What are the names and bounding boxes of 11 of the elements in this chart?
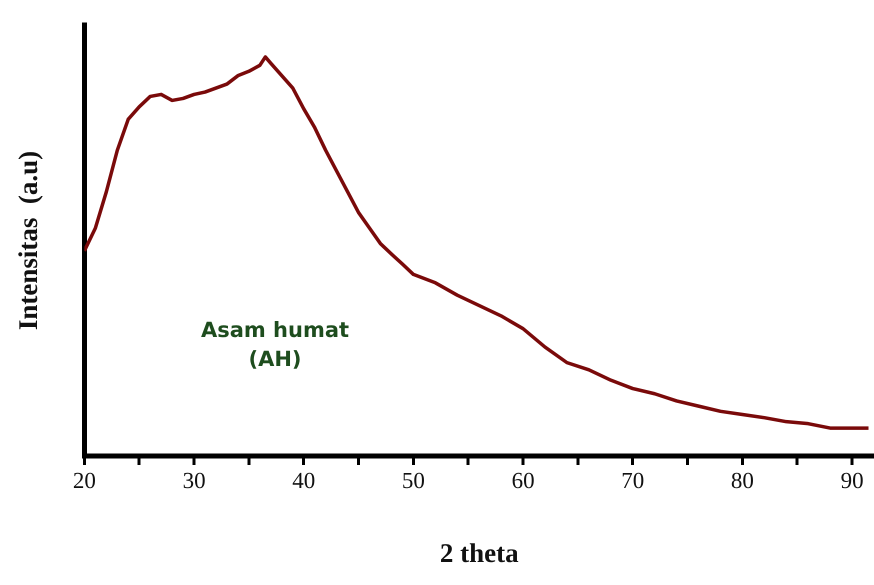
x-tick-label: 70 — [621, 468, 644, 493]
x-tick-label: 40 — [292, 468, 316, 493]
x-tick-label: 80 — [730, 468, 754, 493]
x-tick-label: 30 — [182, 468, 206, 493]
y-axis-title: Intensitas (a.u) — [13, 150, 44, 330]
x-axis-title: 2 theta — [440, 538, 520, 568]
annotation: Asam humat (AH) — [200, 317, 350, 374]
x-tick-label: 20 — [72, 468, 96, 493]
x-tick-label: 50 — [402, 468, 425, 493]
x-tick-label: 60 — [512, 468, 535, 493]
x-tick-label: 90 — [840, 468, 864, 493]
